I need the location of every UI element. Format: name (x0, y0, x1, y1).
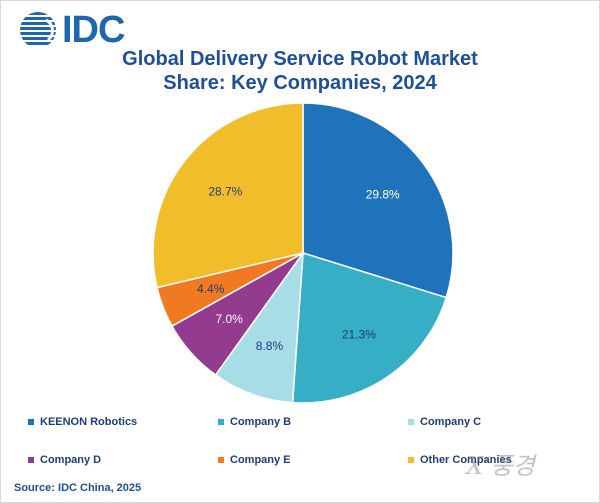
pie-slice-label-1: 21.3% (342, 328, 376, 342)
logo-text: IDC (62, 9, 125, 51)
pie-slice-label-2: 8.8% (256, 339, 284, 353)
legend-swatch (28, 457, 34, 463)
legend-label: Company E (230, 454, 291, 466)
legend-item-1: Company B (218, 416, 291, 428)
legend-swatch (218, 419, 224, 425)
legend-label: Company D (40, 454, 102, 466)
legend-swatch (408, 457, 414, 463)
legend-swatch (408, 419, 414, 425)
pie-slice-label-5: 28.7% (208, 185, 242, 199)
pie-slice-2 (214, 250, 304, 404)
legend-item-4: Company E (218, 454, 291, 466)
legend-item-2: Company C (408, 416, 481, 428)
pie-slice-5 (152, 102, 304, 289)
pie-slice-label-0: 29.8% (366, 187, 400, 201)
legend-label: KEENON Robotics (40, 416, 138, 428)
legend-item-3: Company D (28, 454, 101, 466)
legend-swatch (28, 419, 34, 425)
legend-item-5: Other Companies (408, 454, 512, 466)
watermark: X‘풍경 (466, 452, 535, 480)
source-note: Source: IDC China, 2025 (14, 482, 142, 494)
legend-swatch (218, 457, 224, 463)
pie-slice-label-3: 7.0% (215, 312, 243, 326)
idc-logo: IDC (18, 9, 125, 51)
chart-title-line-1: Global Delivery Service Robot Market (122, 48, 478, 70)
globe-icon (20, 12, 56, 45)
legend-label: Other Companies (420, 454, 512, 466)
chart-title: Global Delivery Service Robot Market Sha… (0, 47, 600, 95)
pie-slice-1 (291, 252, 448, 404)
legend-label: Company C (420, 416, 482, 428)
pie-chart: 29.8% 21.3% 8.8% 7.0% 4.4% 28.7% (152, 102, 454, 404)
chart-legend: KEENON Robotics Company B Company C Company… (0, 410, 600, 480)
pie-slice-0 (302, 102, 454, 299)
legend-item-0: KEENON Robotics (28, 416, 137, 428)
legend-label: Company B (230, 416, 292, 428)
chart-title-line-2: Share: Key Companies, 2024 (163, 72, 437, 94)
pie-slice-label-4: 4.4% (197, 282, 225, 296)
